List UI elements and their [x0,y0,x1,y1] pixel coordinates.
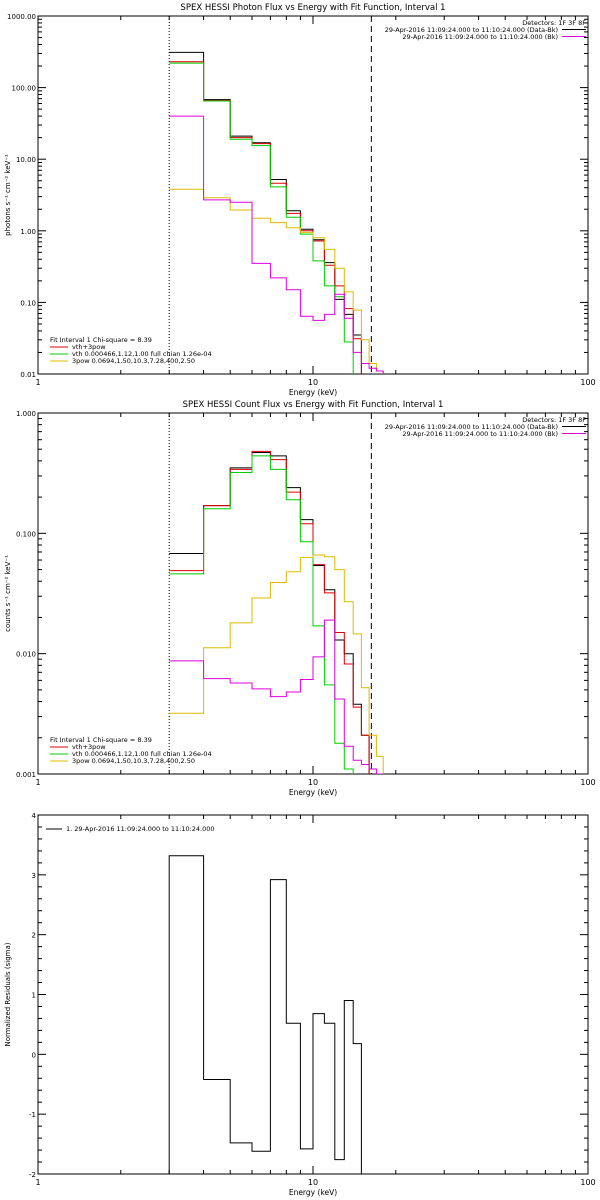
x-tick-label: 100 [580,378,595,387]
detectors-label: Detectors: 1F 3F 8F [522,416,586,424]
series-line [169,452,370,774]
chart-title: SPEX HESSI Photon Flux vs Energy with Fi… [180,3,445,13]
series-group [169,51,384,374]
series-residuals [168,855,362,1174]
y-axis-label: counts s⁻¹ cm⁻² keV⁻¹ [4,555,12,632]
series-line [169,115,384,374]
y-tick-label: -1 [29,1111,36,1119]
series-data-bk [169,452,370,774]
header-interval-bk: 29-Apr-2016 11:09:24.000 to 11:10:24.000… [402,430,558,438]
y-tick-label: 100.00 [12,85,37,93]
header-interval-data-bk: 29-Apr-2016 11:09:24.000 to 11:10:24.000… [385,423,558,431]
chart-title: SPEX HESSI Count Flux vs Energy with Fit… [183,400,444,410]
series-line [169,188,384,374]
chart-panel-2: 1 10 100 0.001 0.010 0.100 1.000 SPEX HESSI Cou… [4,400,596,797]
series-3pow [169,554,384,774]
fit-legend-title: Fit Interval 1 Chi-square = 8.39 [50,336,152,344]
series-line [169,450,370,774]
y-tick-label: 10.00 [16,156,36,164]
x-tick-label: 10 [308,378,318,387]
x-tick-label: 1 [35,1178,40,1187]
series-vth [169,62,354,374]
legend-entry: vth 0.000466,1.12,1.00 full chian 1.26e-… [72,750,212,758]
legend-entry: vth+3pow [72,743,106,751]
series-line [169,619,384,774]
y-tick-label: 0.01 [20,371,36,379]
series-data-bk [169,51,362,374]
series-vth [169,455,354,774]
y-tick-label: 2 [32,932,36,940]
x-tick-label: 1 [35,378,40,387]
chart-panel-3: 1 10 100 -2 -1 0 1 2 3 4 Energy (keV) Normalized Re… [4,812,596,1197]
x-tick-label: 10 [308,1178,318,1187]
y-tick-label: 1.000 [16,410,36,418]
x-tick-label: 100 [580,1178,595,1187]
x-axis-label: Energy (keV) [289,788,337,797]
legend-entry: 1. 29-Apr-2016 11:09:24.000 to 11:10:24.… [66,825,215,833]
y-tick-label: 1 [32,992,36,1000]
y-tick-label: 1.00 [20,228,36,236]
y-tick-label: 0 [32,1051,36,1059]
y-tick-label: 0.10 [20,299,36,307]
series-bk [169,619,384,774]
detectors-label: Detectors: 1F 3F 8F [522,19,586,27]
series-3pow [169,188,384,374]
series-group [168,855,362,1174]
y-tick-label: 0.100 [16,530,36,538]
chart-panel-1: 1 10 100 0.01 0.10 1.00 10.00 100.00 1000.00 SPEX… [4,3,596,397]
legend-entry: vth 0.000466,1.12,1.00 full chian 1.26e-… [72,350,212,358]
legend-entry: 3pow 0.0694,1.50,10.3,7.28,400,2.50 [72,757,195,765]
y-axis-label: photons s⁻¹ cm⁻² keV⁻¹ [4,154,12,236]
series-line [169,455,354,774]
x-tick-label: 1 [35,778,40,787]
y-tick-label: -2 [29,1171,36,1179]
legend-entry: vth+3pow [72,343,106,351]
series-vth-3pow [169,450,370,774]
series-bk [169,115,384,374]
series-line [169,554,384,774]
y-tick-label: 0.001 [16,771,36,779]
fit-legend-title: Fit Interval 1 Chi-square = 8.39 [50,736,152,744]
x-axis-label: Energy (keV) [289,388,337,397]
series-line [169,62,354,374]
series-group [169,450,384,774]
legend-entry: 3pow 0.0694,1.50,10.3,7.28,400,2.50 [72,357,195,365]
header-interval-data-bk: 29-Apr-2016 11:09:24.000 to 11:10:24.000… [385,26,558,34]
y-tick-label: 1000.00 [7,13,36,21]
y-axis-label: Normalized Residuals (sigma) [4,942,12,1046]
x-axis-label: Energy (keV) [289,1188,337,1197]
x-tick-label: 10 [308,778,318,787]
y-tick-label: 4 [32,812,37,820]
y-tick-label: 3 [32,872,36,880]
series-line [169,51,362,374]
series-line [168,855,362,1174]
header-interval-bk: 29-Apr-2016 11:09:24.000 to 11:10:24.000… [402,33,558,41]
x-tick-label: 100 [580,778,595,787]
y-tick-label: 0.010 [16,651,36,659]
